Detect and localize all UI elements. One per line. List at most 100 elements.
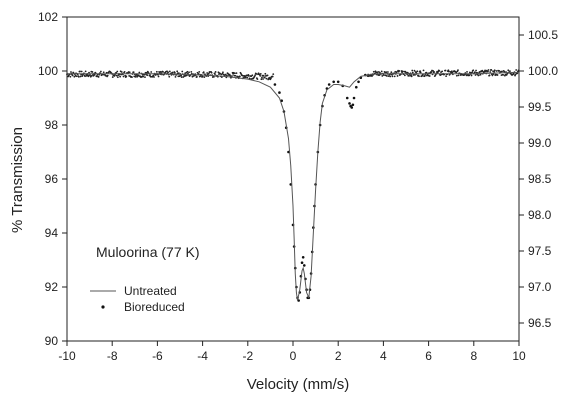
baseline-point xyxy=(181,70,184,73)
baseline-point xyxy=(259,74,262,77)
baseline-point xyxy=(488,74,491,77)
baseline-point xyxy=(214,71,217,73)
baseline-point xyxy=(387,75,390,78)
baseline-point xyxy=(411,71,414,74)
legend-bioreduced-label: Bioreduced xyxy=(124,300,185,314)
baseline-point xyxy=(158,70,161,73)
baseline-point xyxy=(419,71,422,74)
baseline-point xyxy=(260,78,263,81)
baseline-point xyxy=(190,71,193,73)
baseline-point xyxy=(513,73,515,75)
y-tick-label: 96 xyxy=(45,172,59,186)
y-tick-label: 92 xyxy=(45,280,59,294)
baseline-point xyxy=(254,74,257,77)
baseline-point xyxy=(93,73,96,76)
baseline-point xyxy=(214,73,216,76)
baseline-point xyxy=(418,75,420,78)
baseline-point xyxy=(131,76,133,78)
baseline-point xyxy=(450,70,453,73)
baseline-point xyxy=(231,75,233,77)
baseline-point xyxy=(455,71,458,74)
baseline-point xyxy=(396,75,399,77)
bioreduced-point xyxy=(301,255,305,259)
baseline-point xyxy=(106,74,109,77)
bioreduced-point xyxy=(300,261,304,265)
baseline-point xyxy=(89,74,92,77)
baseline-point xyxy=(177,72,180,75)
baseline-point xyxy=(84,70,87,73)
baseline-point xyxy=(224,73,227,76)
baseline-point xyxy=(441,70,444,73)
baseline-point xyxy=(100,70,102,73)
bioreduced-point xyxy=(351,103,355,107)
baseline-point xyxy=(116,76,119,79)
baseline-point xyxy=(271,75,274,78)
baseline-point xyxy=(123,70,126,73)
baseline-point xyxy=(272,73,275,76)
baseline-point xyxy=(410,74,412,76)
bioreduced-point xyxy=(303,264,306,267)
baseline-point xyxy=(71,74,74,77)
baseline-point xyxy=(261,76,263,79)
baseline-point xyxy=(162,71,164,73)
x-tick-label: -10 xyxy=(58,349,76,363)
baseline-point xyxy=(90,74,93,77)
baseline-point xyxy=(428,75,431,77)
baseline-point xyxy=(171,71,174,74)
baseline-point xyxy=(414,74,416,76)
baseline-point xyxy=(410,75,413,78)
baseline-point xyxy=(385,71,388,74)
baseline-point xyxy=(495,70,498,72)
bioreduced-point xyxy=(327,83,331,86)
y2-tick-label: 99.5 xyxy=(528,100,552,114)
baseline-point xyxy=(251,74,254,77)
y-axis-title: % Transmission xyxy=(9,127,26,233)
baseline-point xyxy=(515,69,518,71)
baseline-point xyxy=(474,74,477,76)
baseline-point xyxy=(385,75,388,77)
baseline-point xyxy=(111,76,114,78)
baseline-point xyxy=(471,71,474,74)
baseline-point xyxy=(466,70,468,73)
baseline-point xyxy=(501,70,503,73)
y2-axis-ticks: 96.5 97.0 97.5 98.0 98.5 99.0 99.5 100.0 100.5 xyxy=(519,28,558,330)
baseline-point xyxy=(507,69,510,72)
baseline-point xyxy=(142,75,145,78)
baseline-point xyxy=(390,71,393,74)
baseline-point xyxy=(213,75,215,78)
baseline-point xyxy=(448,70,450,73)
baseline-point xyxy=(88,71,90,74)
baseline-point xyxy=(149,74,151,76)
baseline-point xyxy=(75,75,78,78)
baseline-point xyxy=(157,73,159,76)
baseline-point xyxy=(77,76,80,78)
x-tick-label: -2 xyxy=(242,349,253,363)
baseline-point xyxy=(134,76,137,78)
baseline-point xyxy=(376,71,379,74)
baseline-point xyxy=(116,70,119,73)
baseline-point xyxy=(517,69,520,72)
y2-tick-label: 98.5 xyxy=(528,172,552,186)
bioreduced-point xyxy=(273,83,277,86)
baseline-point xyxy=(425,71,428,74)
y2-tick-label: 98.0 xyxy=(528,208,552,222)
baseline-point xyxy=(381,75,384,77)
baseline-point xyxy=(265,77,268,80)
baseline-point xyxy=(393,75,396,78)
baseline-point xyxy=(406,71,409,74)
baseline-point xyxy=(244,76,247,79)
y2-tick-label: 97.5 xyxy=(528,244,552,258)
x-axis-ticks: -10 -8 -6 -4 -2 0 2 4 6 8 10 xyxy=(58,341,526,363)
baseline-point xyxy=(180,76,183,78)
baseline-point xyxy=(255,73,258,75)
baseline-point xyxy=(502,74,505,76)
baseline-point xyxy=(430,71,433,73)
baseline-point xyxy=(234,74,237,77)
baseline-point xyxy=(80,70,83,73)
baseline-point xyxy=(207,72,210,75)
y2-tick-label: 100.5 xyxy=(528,28,558,42)
chart-annotation: Muloorina (77 K) xyxy=(96,244,200,260)
baseline-point xyxy=(122,75,125,78)
baseline-point xyxy=(167,71,170,74)
baseline-point xyxy=(144,76,146,79)
